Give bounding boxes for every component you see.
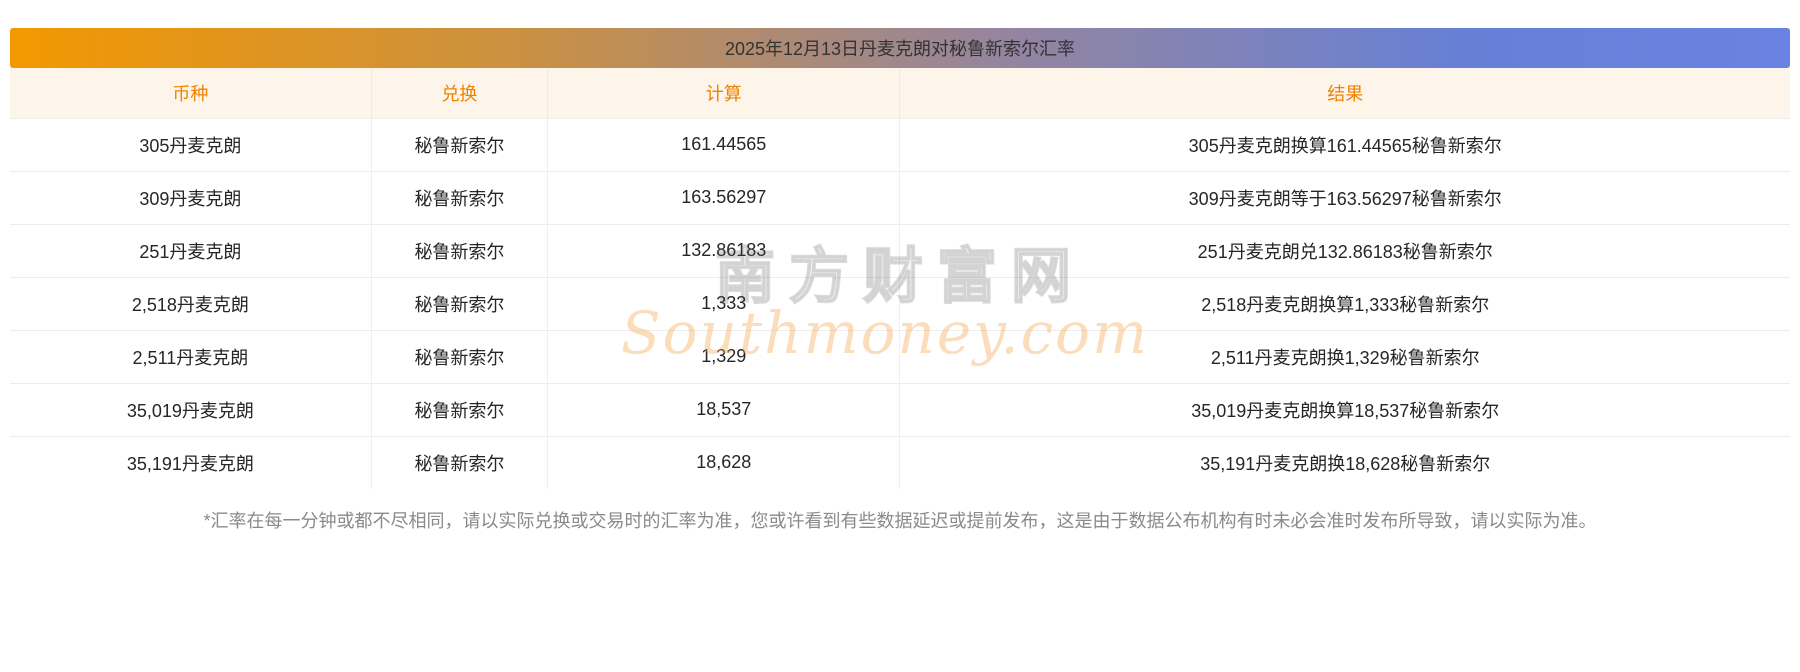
cell-calc: 132.86183 [547, 223, 901, 277]
cell-exchange: 秘鲁新索尔 [371, 329, 549, 383]
cell-calc: 18,628 [547, 435, 901, 489]
cell-result: 35,019丹麦克朗换算18,537秘鲁新索尔 [899, 382, 1790, 436]
cell-result: 2,511丹麦克朗换1,329秘鲁新索尔 [899, 329, 1790, 383]
page: 2025年12月13日丹麦克朗对秘鲁新索尔汇率 币种 兑换 计算 结果 305丹… [10, 28, 1790, 531]
exchange-rate-table: 币种 兑换 计算 结果 305丹麦克朗 秘鲁新索尔 161.44565 305丹… [10, 68, 1790, 489]
cell-exchange: 秘鲁新索尔 [371, 276, 549, 330]
table-header-row: 币种 兑换 计算 结果 [10, 68, 1790, 118]
page-title: 2025年12月13日丹麦克朗对秘鲁新索尔汇率 [724, 39, 1076, 59]
cell-exchange: 秘鲁新索尔 [371, 435, 549, 489]
table-header: 币种 兑换 计算 结果 [10, 68, 1790, 118]
table-row: 251丹麦克朗 秘鲁新索尔 132.86183 251丹麦克朗兑132.8618… [10, 223, 1790, 277]
cell-currency: 309丹麦克朗 [10, 170, 372, 224]
cell-calc: 163.56297 [547, 170, 901, 224]
cell-result: 251丹麦克朗兑132.86183秘鲁新索尔 [899, 223, 1790, 277]
table-row: 2,511丹麦克朗 秘鲁新索尔 1,329 2,511丹麦克朗换1,329秘鲁新… [10, 329, 1790, 383]
table-row: 35,019丹麦克朗 秘鲁新索尔 18,537 35,019丹麦克朗换算18,5… [10, 382, 1790, 436]
table-row: 309丹麦克朗 秘鲁新索尔 163.56297 309丹麦克朗等于163.562… [10, 170, 1790, 224]
cell-exchange: 秘鲁新索尔 [371, 117, 549, 171]
table-row: 35,191丹麦克朗 秘鲁新索尔 18,628 35,191丹麦克朗换18,62… [10, 435, 1790, 489]
cell-exchange: 秘鲁新索尔 [371, 170, 549, 224]
cell-currency: 35,019丹麦克朗 [10, 382, 372, 436]
table-row: 305丹麦克朗 秘鲁新索尔 161.44565 305丹麦克朗换算161.445… [10, 117, 1790, 171]
cell-result: 305丹麦克朗换算161.44565秘鲁新索尔 [899, 117, 1790, 171]
title-bar: 2025年12月13日丹麦克朗对秘鲁新索尔汇率 [10, 28, 1790, 68]
cell-result: 2,518丹麦克朗换算1,333秘鲁新索尔 [899, 276, 1790, 330]
cell-result: 309丹麦克朗等于163.56297秘鲁新索尔 [899, 170, 1790, 224]
cell-exchange: 秘鲁新索尔 [371, 382, 549, 436]
cell-currency: 2,511丹麦克朗 [10, 329, 372, 383]
cell-currency: 2,518丹麦克朗 [10, 276, 372, 330]
cell-calc: 161.44565 [547, 117, 901, 171]
cell-result: 35,191丹麦克朗换18,628秘鲁新索尔 [899, 435, 1790, 489]
table-row: 2,518丹麦克朗 秘鲁新索尔 1,333 2,518丹麦克朗换算1,333秘鲁… [10, 276, 1790, 330]
cell-exchange: 秘鲁新索尔 [371, 223, 549, 277]
cell-currency: 305丹麦克朗 [10, 117, 372, 171]
column-header-result: 结果 [899, 68, 1790, 118]
cell-calc: 1,329 [547, 329, 901, 383]
disclaimer-note: *汇率在每一分钟或都不尽相同，请以实际兑换或交易时的汇率为准，您或许看到有些数据… [203, 511, 1597, 531]
column-header-currency: 币种 [10, 68, 372, 118]
cell-calc: 1,333 [547, 276, 901, 330]
cell-calc: 18,537 [547, 382, 901, 436]
table-body: 305丹麦克朗 秘鲁新索尔 161.44565 305丹麦克朗换算161.445… [10, 117, 1790, 489]
column-header-exchange: 兑换 [371, 68, 549, 118]
cell-currency: 251丹麦克朗 [10, 223, 372, 277]
cell-currency: 35,191丹麦克朗 [10, 435, 372, 489]
column-header-calc: 计算 [547, 68, 901, 118]
